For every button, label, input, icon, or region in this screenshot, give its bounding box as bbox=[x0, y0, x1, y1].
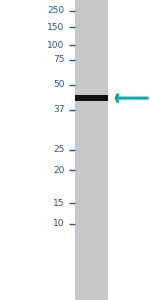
Text: 75: 75 bbox=[53, 56, 64, 64]
Text: 250: 250 bbox=[47, 6, 64, 15]
Text: 15: 15 bbox=[53, 199, 64, 208]
Text: 150: 150 bbox=[47, 22, 64, 32]
Bar bbox=[75, 0, 108, 300]
Text: 50: 50 bbox=[53, 80, 64, 89]
Text: 37: 37 bbox=[53, 105, 64, 114]
Text: 10: 10 bbox=[53, 219, 64, 228]
Bar bbox=[75, 95, 108, 101]
Text: 100: 100 bbox=[47, 40, 64, 50]
Text: 20: 20 bbox=[53, 166, 64, 175]
Text: 25: 25 bbox=[53, 146, 64, 154]
